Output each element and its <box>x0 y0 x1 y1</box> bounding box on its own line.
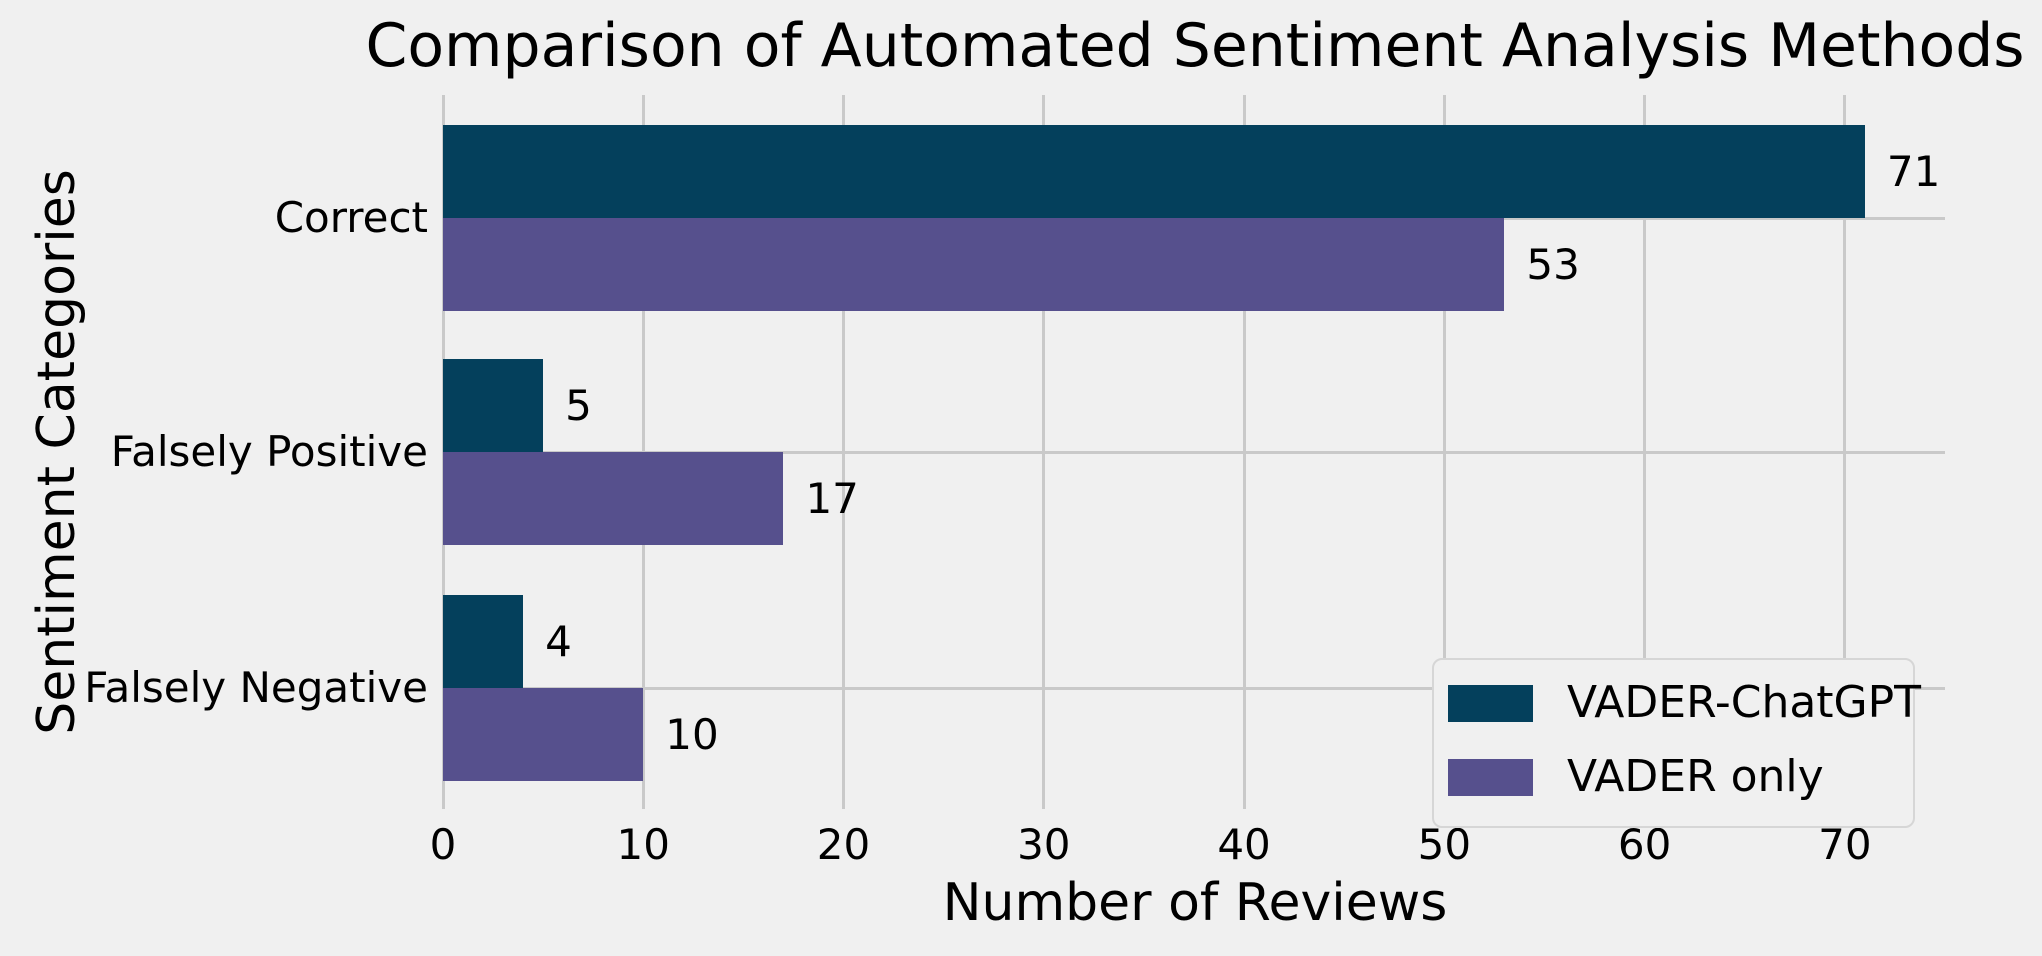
legend-items: VADER-ChatGPT VADER only <box>1434 666 1921 814</box>
x-tick-label: 10 <box>616 820 670 869</box>
bar-value-label: 5 <box>565 380 592 430</box>
y-gridline <box>443 686 1945 690</box>
y-tick-label-correct: Correct <box>274 193 428 242</box>
x-tick-label: 50 <box>1417 820 1472 869</box>
y-axis-label: Sentiment Categories <box>27 169 87 735</box>
chart-title: Comparison of Automated Sentiment Analys… <box>365 11 2025 81</box>
bar-vader-only-falsely-positive <box>443 452 784 545</box>
bar-value-label: 71 <box>1886 146 1941 196</box>
y-tick-label-falsely-positive: Falsely Positive <box>110 427 428 476</box>
bar-vader-only-falsely-negative <box>443 688 644 781</box>
legend-swatch-vader-chatgpt <box>1448 684 1533 722</box>
bar-vader-chatgpt-falsely-positive <box>443 359 544 452</box>
x-tick-label: 0 <box>429 820 457 869</box>
bar-value-label: 53 <box>1526 239 1580 289</box>
legend-label: VADER only <box>1567 751 1824 802</box>
x-axis-label: Number of Reviews <box>942 873 1448 933</box>
legend: VADER-ChatGPT VADER only <box>1432 658 1921 828</box>
legend-item-vader-chatgpt: VADER-ChatGPT <box>1434 666 1921 740</box>
x-tick-label: 30 <box>1017 820 1071 869</box>
x-tick-label: 60 <box>1617 820 1672 869</box>
bar-value-label: 10 <box>665 709 719 759</box>
x-tick-label: 40 <box>1217 820 1271 869</box>
legend-label: VADER-ChatGPT <box>1567 677 1922 728</box>
bar-vader-chatgpt-falsely-negative <box>443 595 524 688</box>
legend-item-vader-only: VADER only <box>1434 740 1913 814</box>
bar-vader-chatgpt-correct <box>443 125 1865 218</box>
bar-vader-only-correct <box>443 218 1505 311</box>
y-gridline <box>443 450 1945 454</box>
bar-value-label: 4 <box>545 616 572 666</box>
x-tick-label: 20 <box>816 820 871 869</box>
legend-swatch-vader-only <box>1448 758 1533 796</box>
bar-value-label: 17 <box>805 473 859 523</box>
y-tick-label-falsely-negative: Falsely Negative <box>84 663 428 712</box>
x-tick-label: 70 <box>1818 820 1872 869</box>
